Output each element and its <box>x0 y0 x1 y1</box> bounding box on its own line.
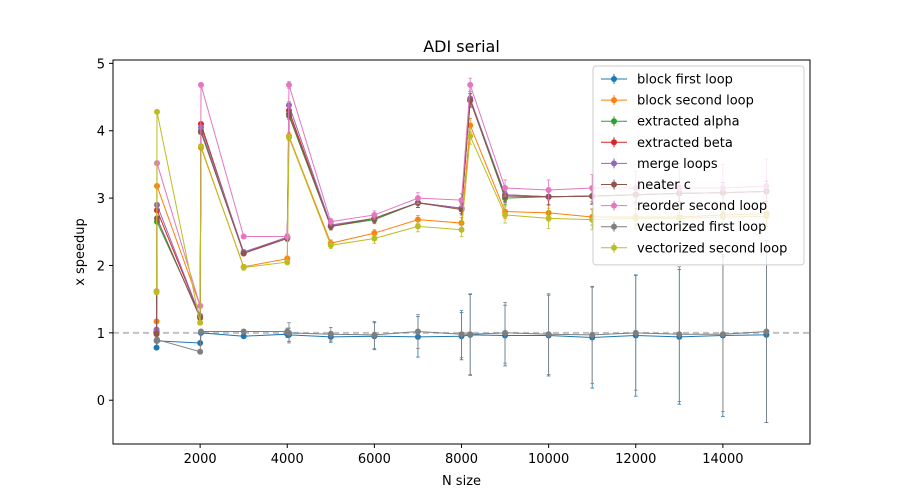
legend-label: vectorized second loop <box>637 241 787 256</box>
data-point <box>467 97 474 104</box>
legend-marker <box>611 76 617 82</box>
data-point <box>467 81 474 88</box>
legend-marker <box>611 118 617 125</box>
data-point <box>153 289 160 296</box>
legend-item: extracted alpha <box>601 115 740 130</box>
series-group <box>153 240 770 423</box>
data-point <box>502 211 509 218</box>
x-tick-label: 6000 <box>358 452 391 467</box>
legend-marker <box>611 160 617 167</box>
data-point <box>327 331 334 338</box>
data-point <box>502 329 509 336</box>
data-point <box>153 108 160 115</box>
data-point <box>284 259 291 266</box>
x-axis-ticks: 2000 4000 6000 8000 10000 12000 14000 <box>184 444 744 467</box>
y-tick-label: 3 <box>97 192 105 207</box>
legend-item: vectorized first loop <box>601 220 766 235</box>
data-point <box>240 250 247 257</box>
data-point <box>414 223 421 230</box>
data-point <box>589 331 596 338</box>
legend-item: vectorized second loop <box>601 241 787 256</box>
legend-marker <box>611 223 617 230</box>
legend-marker <box>611 202 617 209</box>
legend-box <box>592 65 805 266</box>
data-point <box>371 211 378 218</box>
legend-label: extracted alpha <box>637 115 740 130</box>
legend-label: reorder second loop <box>637 199 767 214</box>
legend-label: neater c <box>637 178 691 193</box>
data-point <box>545 187 552 194</box>
data-point <box>240 333 247 340</box>
data-point <box>458 226 465 233</box>
data-point <box>763 328 770 335</box>
data-point <box>240 328 247 335</box>
legend-item: merge loops <box>601 157 718 172</box>
data-point <box>153 336 160 343</box>
y-tick-label: 0 <box>97 394 105 409</box>
data-point <box>197 348 204 355</box>
data-point <box>371 331 378 338</box>
data-point <box>414 328 421 335</box>
data-point <box>285 329 292 336</box>
data-point <box>285 134 292 141</box>
data-point <box>197 81 204 88</box>
legend-marker <box>611 181 617 188</box>
data-point <box>545 331 552 338</box>
legend-label: merge loops <box>637 157 718 172</box>
data-point <box>197 328 204 335</box>
legend: block first loop block second loop extract… <box>592 65 805 266</box>
y-tick-label: 4 <box>97 125 105 140</box>
legend-marker <box>611 139 617 146</box>
data-point <box>676 331 683 338</box>
y-tick-label: 5 <box>97 57 105 72</box>
data-point <box>458 331 465 338</box>
data-point <box>240 264 247 271</box>
legend-label: block first loop <box>637 73 733 88</box>
y-axis-title: x speedup <box>73 218 88 286</box>
data-point <box>467 331 474 338</box>
data-point <box>197 143 204 150</box>
x-tick-label: 12000 <box>615 452 656 467</box>
data-point <box>632 329 639 336</box>
data-point <box>458 197 465 204</box>
data-point <box>327 218 334 225</box>
data-point <box>153 344 160 351</box>
data-point <box>545 215 552 222</box>
data-point <box>502 185 509 191</box>
x-tick-label: 10000 <box>528 452 569 467</box>
x-tick-label: 4000 <box>271 452 304 467</box>
data-point <box>371 230 378 237</box>
data-point <box>371 235 378 242</box>
legend-item: block first loop <box>601 73 733 88</box>
y-tick-label: 1 <box>97 327 105 342</box>
data-point <box>285 81 292 88</box>
data-point <box>467 133 474 140</box>
legend-label: extracted beta <box>637 136 733 151</box>
legend-item: extracted beta <box>601 136 733 151</box>
legend-marker <box>611 97 617 104</box>
data-point <box>197 319 204 326</box>
x-tick-label: 14000 <box>702 452 743 467</box>
x-tick-label: 8000 <box>445 452 478 467</box>
legend-item: reorder second loop <box>601 199 767 214</box>
y-tick-label: 2 <box>97 259 105 274</box>
x-tick-label: 2000 <box>184 452 217 467</box>
data-point <box>414 195 421 202</box>
y-axis-ticks: 0 1 2 3 4 5 <box>97 57 113 409</box>
legend-label: vectorized first loop <box>637 220 766 235</box>
legend-marker <box>611 244 617 251</box>
legend-item: neater c <box>601 178 691 193</box>
x-axis-title: N size <box>442 474 481 489</box>
data-point <box>153 331 160 338</box>
data-point <box>240 233 247 240</box>
data-point <box>719 331 726 338</box>
data-point <box>327 242 334 249</box>
chart-title: ADI serial <box>423 37 500 56</box>
legend-item: block second loop <box>601 94 754 109</box>
legend-label: block second loop <box>637 94 754 109</box>
